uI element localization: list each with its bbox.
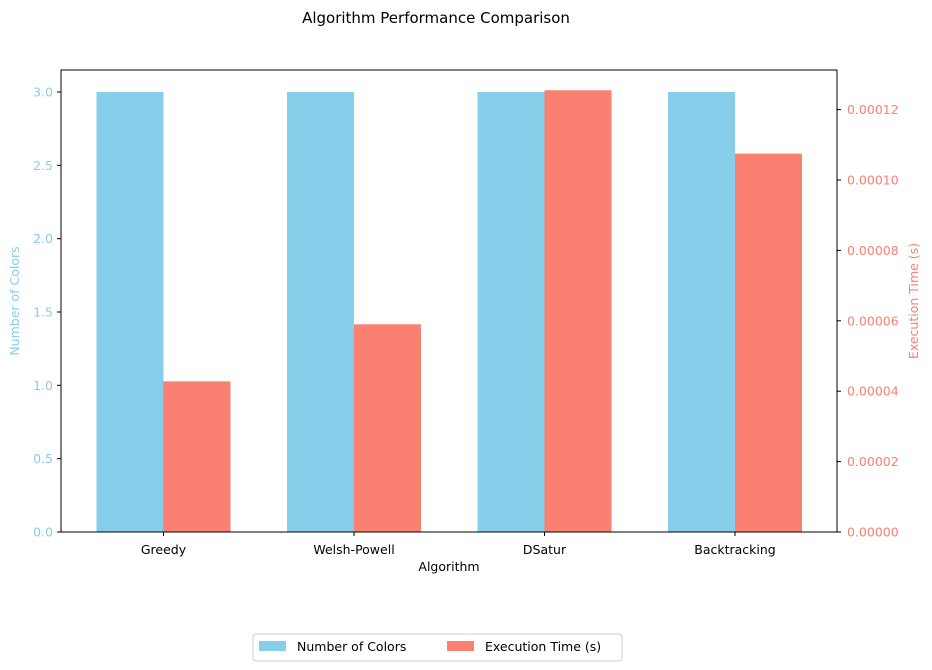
legend-box xyxy=(252,633,623,662)
bar-time-backtracking xyxy=(735,153,802,532)
chart-title: Algorithm Performance Comparison xyxy=(302,9,570,27)
plot-frame xyxy=(60,69,838,533)
legend-swatch-execution-time xyxy=(447,641,474,651)
x-tick-label-backtracking: Backtracking xyxy=(694,542,776,557)
left-tick-label: 2.5 xyxy=(33,158,53,173)
right-tick-label: 0.00000 xyxy=(847,525,899,540)
right-tick-label: 0.00004 xyxy=(847,384,899,399)
bar-time-welsh-powell xyxy=(354,324,421,532)
bar-time-dsatur xyxy=(544,90,612,533)
right-y-axis-label: Execution Time (s) xyxy=(906,243,921,359)
right-tick-label: 0.00010 xyxy=(847,173,899,188)
x-tick-label-welsh-powell: Welsh-Powell xyxy=(313,542,394,557)
left-tick-label: 2.0 xyxy=(33,231,53,246)
right-tick-label: 0.00008 xyxy=(847,243,899,258)
x-axis: Greedy Welsh-Powell DSatur Backtracking xyxy=(141,532,776,557)
left-tick-label: 1.0 xyxy=(33,378,53,393)
legend-label-execution-time: Execution Time (s) xyxy=(485,639,601,654)
legend: Number of Colors Execution Time (s) xyxy=(252,633,623,662)
left-tick-label: 3.0 xyxy=(33,85,53,100)
bar-time-greedy xyxy=(163,381,231,532)
right-tick-label: 0.00002 xyxy=(847,454,899,469)
right-tick-label: 0.00006 xyxy=(847,313,899,328)
legend-label-number-of-colors: Number of Colors xyxy=(297,639,406,654)
bar-colors-greedy xyxy=(96,92,164,532)
bar-colors-welsh-powell xyxy=(287,92,354,532)
legend-swatch-number-of-colors xyxy=(259,641,286,651)
left-tick-label: 0.5 xyxy=(33,451,53,466)
bar-colors-dsatur xyxy=(477,92,545,532)
x-axis-label: Algorithm xyxy=(418,559,479,574)
x-tick-label-dsatur: DSatur xyxy=(523,542,567,557)
left-y-axis: 0.0 0.5 1.0 1.5 2.0 2.5 3.0 xyxy=(33,85,61,540)
bars-group xyxy=(96,90,802,533)
x-tick-label-greedy: Greedy xyxy=(141,542,187,557)
right-y-axis: 0.00000 0.00002 0.00004 0.00006 0.00008 0.000… xyxy=(837,102,899,540)
right-tick-label: 0.00012 xyxy=(847,102,899,117)
bar-colors-backtracking xyxy=(668,92,735,532)
left-tick-label: 1.5 xyxy=(33,305,53,320)
left-tick-label: 0.0 xyxy=(33,525,53,540)
left-y-axis-label: Number of Colors xyxy=(7,246,22,355)
